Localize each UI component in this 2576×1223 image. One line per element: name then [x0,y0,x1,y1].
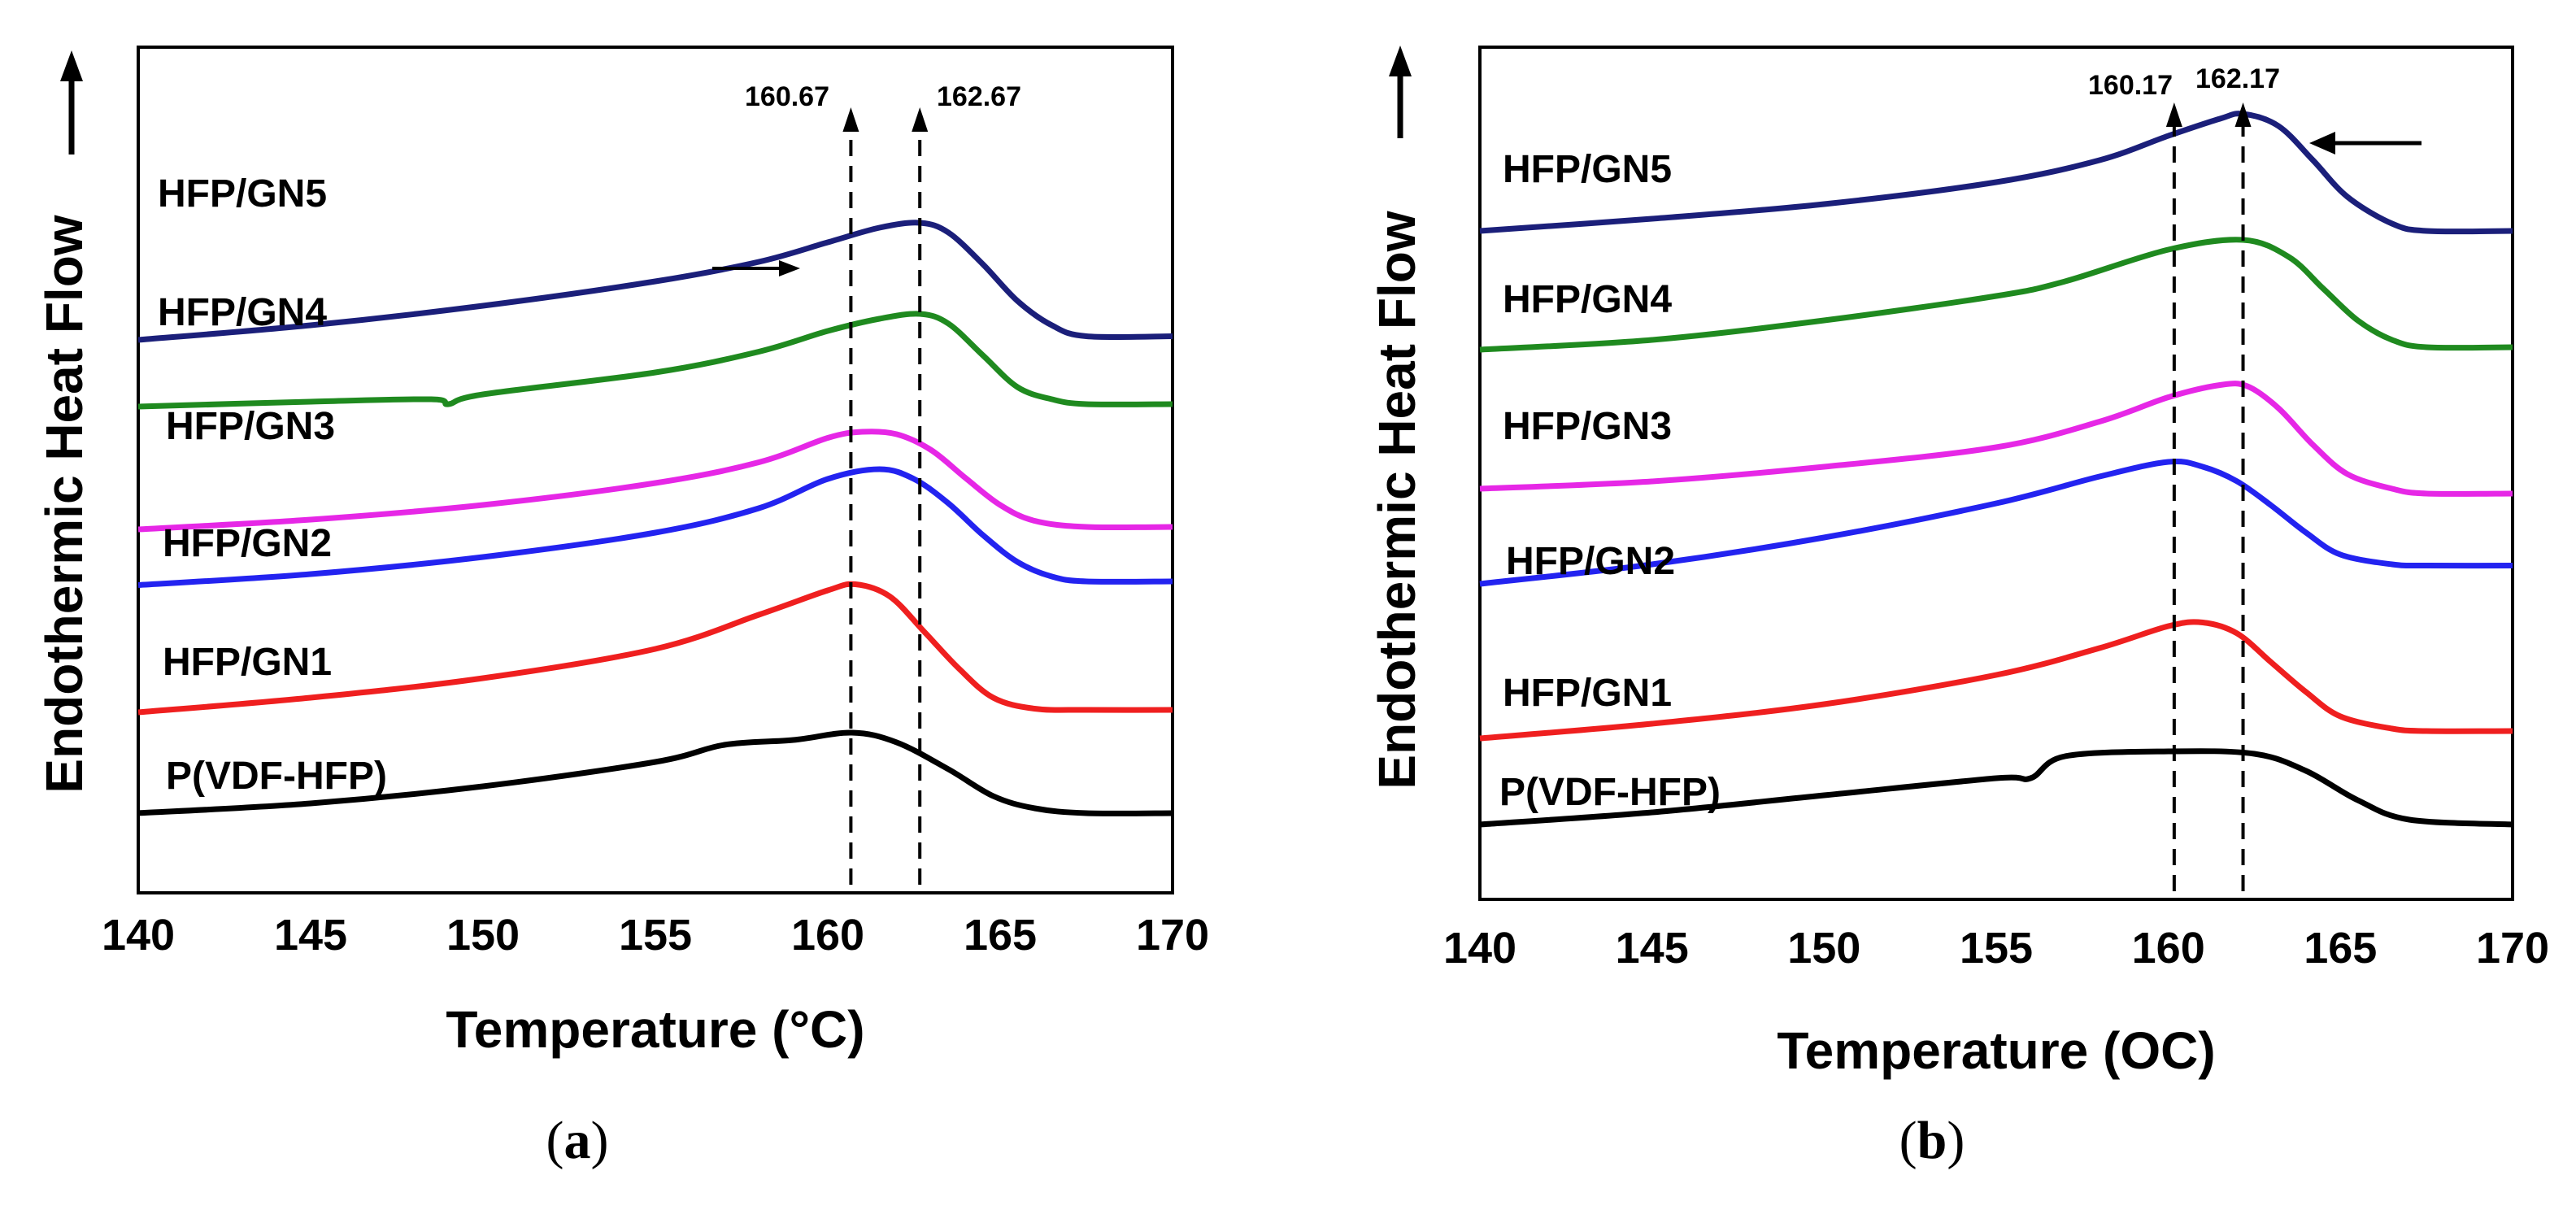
panel-label-a: (a) [546,1111,609,1170]
plot-frame-b [1478,46,2514,901]
series-label-a-hfp-gn5: HFP/GN5 [158,172,327,215]
series-curve-a-hfp-gn2 [137,466,1173,588]
panel-a: Endothermic Heat Flow 140 145 150 155 16… [35,46,1209,1170]
series-label-a-hfp-gn3: HFP/GN3 [166,405,335,448]
series-curve-a-pvdf-hfp [137,729,1173,816]
series-curve-b-hfp-gn1 [1479,619,2513,742]
x-axis-title-a: Temperature (°C) [446,1000,864,1059]
x-tick-label-a-2: 150 [446,911,520,960]
x-axis-title-b-close: ) [2198,1021,2215,1080]
series-label-b-hfp-gn5: HFP/GN5 [1503,148,1672,191]
panel-label-b: (b) [1899,1111,1965,1170]
x-tick-label-a-3: 155 [619,911,692,960]
x-axis-title-a-main: Temperature ( [446,1000,790,1059]
left-arrow-icon [2309,132,2335,155]
series-curve-b-hfp-gn2 [1479,459,2513,587]
peak-up-arrow-icon [2165,102,2182,127]
x-tick-label-a-1: 145 [274,911,347,960]
series-label-b-hfp-gn4: HFP/GN4 [1503,278,1672,321]
panel-letter-b: b [1917,1111,1947,1170]
peak-label-a-160-67: 160.67 [745,81,829,112]
x-axis-title-b: Temperature (OC) [1777,1021,2215,1080]
series-curve-b-hfp-gn4 [1479,237,2513,353]
panel-letter-a: a [564,1111,591,1170]
series-label-a-hfp-gn1: HFP/GN1 [163,641,332,684]
y-axis-arrowhead-icon [60,50,83,81]
plot-frame-a [137,46,1174,894]
series-label-a-hfp-gn2: HFP/GN2 [163,522,332,565]
x-tick-label-a-0: 140 [102,911,175,960]
series-label-b-hfp-gn3: HFP/GN3 [1503,405,1672,448]
x-axis-title-b-main: Temperature ( [1777,1021,2121,1080]
peak-label-b-160-17: 160.17 [2088,70,2173,101]
x-tick-label-b-2: 150 [1787,924,1860,973]
peak-up-arrow-icon [2234,102,2252,127]
x-tick-label-a-5: 165 [964,911,1037,960]
panel-b: Endothermic Heat Flow 140 145 150 155 16… [1368,46,2549,1170]
x-tick-label-b-6: 170 [2476,924,2549,973]
x-axis-title-a-unit: °C [789,1000,847,1059]
x-tick-label-b-3: 155 [1960,924,2033,973]
series-curve-b-hfp-gn5 [1479,111,2513,235]
series-curve-a-hfp-gn5 [137,220,1173,343]
series-label-a-pvdf-hfp: P(VDF-HFP) [166,755,387,798]
series-label-b-hfp-gn1: HFP/GN1 [1503,672,1672,715]
x-axis-title-b-unit: OC [2120,1021,2198,1080]
series-curve-b-hfp-gn3 [1479,381,2513,497]
series-label-b-pvdf-hfp: P(VDF-HFP) [1499,771,1721,814]
right-arrow-icon [779,260,800,276]
series-curve-a-hfp-gn4 [137,311,1173,410]
x-tick-label-b-5: 165 [2304,924,2377,973]
x-tick-label-b-1: 145 [1616,924,1689,973]
y-axis-arrowhead-icon [1389,46,1412,76]
series-curve-b-pvdf-hfp [1479,748,2513,828]
series-curve-a-hfp-gn3 [137,429,1173,533]
x-tick-label-b-0: 140 [1443,924,1516,973]
x-tick-label-a-4: 160 [791,911,864,960]
peak-up-arrow-icon [912,107,929,132]
x-tick-label-a-6: 170 [1136,911,1209,960]
x-tick-label-b-4: 160 [2132,924,2205,973]
peak-label-a-162-67: 162.67 [937,81,1021,112]
series-curve-a-hfp-gn1 [137,581,1173,716]
y-axis-title-a: Endothermic Heat Flow [35,215,94,793]
x-axis-title-a-close: ) [847,1000,864,1059]
series-label-b-hfp-gn2: HFP/GN2 [1506,540,1675,583]
series-label-a-hfp-gn4: HFP/GN4 [158,291,327,334]
peak-up-arrow-icon [842,107,859,132]
peak-label-b-162-17: 162.17 [2195,63,2280,94]
y-axis-title-b: Endothermic Heat Flow [1368,211,1426,789]
